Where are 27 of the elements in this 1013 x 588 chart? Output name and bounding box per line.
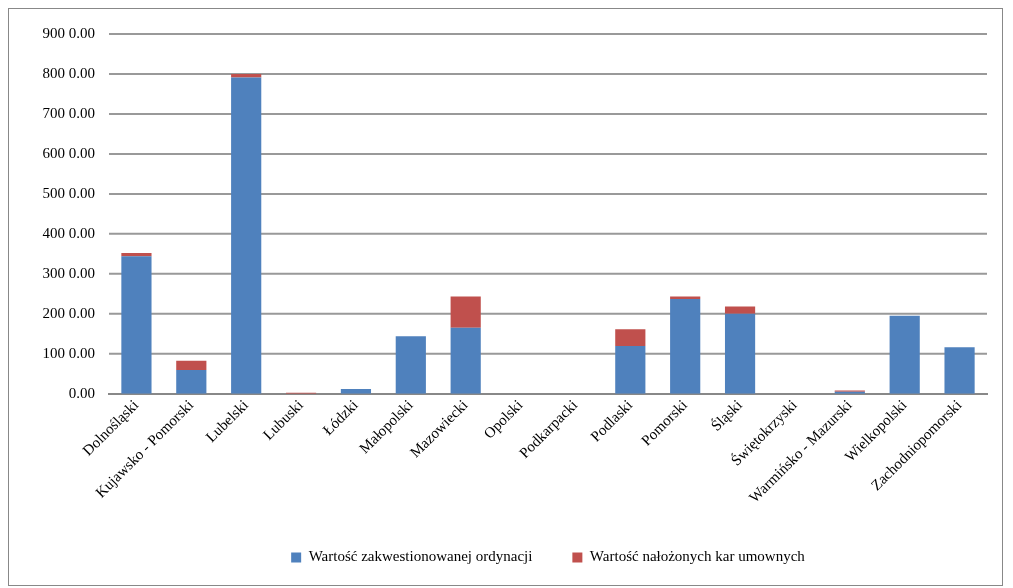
text: 300 0.00 xyxy=(42,264,95,281)
text: 400 0.00 xyxy=(42,224,95,241)
bar xyxy=(889,315,920,394)
text: 600 0.00 xyxy=(42,144,95,161)
bar xyxy=(670,299,701,394)
legend-label: Wartość zakwestionowanej ordynacji xyxy=(308,548,533,565)
text: 700 0.00 xyxy=(42,104,95,121)
bar xyxy=(724,313,756,394)
bar xyxy=(395,336,426,394)
bar xyxy=(724,306,756,314)
bar xyxy=(176,370,207,394)
bar xyxy=(615,346,646,394)
text: 0.00 xyxy=(68,384,95,401)
bar xyxy=(176,360,207,371)
bar xyxy=(450,296,481,328)
text: 200 0.00 xyxy=(42,304,95,321)
text: 100 0.00 xyxy=(42,344,95,361)
bar xyxy=(121,256,152,394)
bar xyxy=(944,347,975,394)
bar xyxy=(450,327,481,394)
legend-label: Wartość nałożonych kar umownych xyxy=(589,548,806,565)
text: 900 0.00 xyxy=(42,24,95,41)
text: 800 0.00 xyxy=(42,64,95,81)
bar xyxy=(231,77,262,394)
bar xyxy=(615,329,646,347)
text: 500 0.00 xyxy=(42,184,95,201)
bar xyxy=(121,253,152,257)
